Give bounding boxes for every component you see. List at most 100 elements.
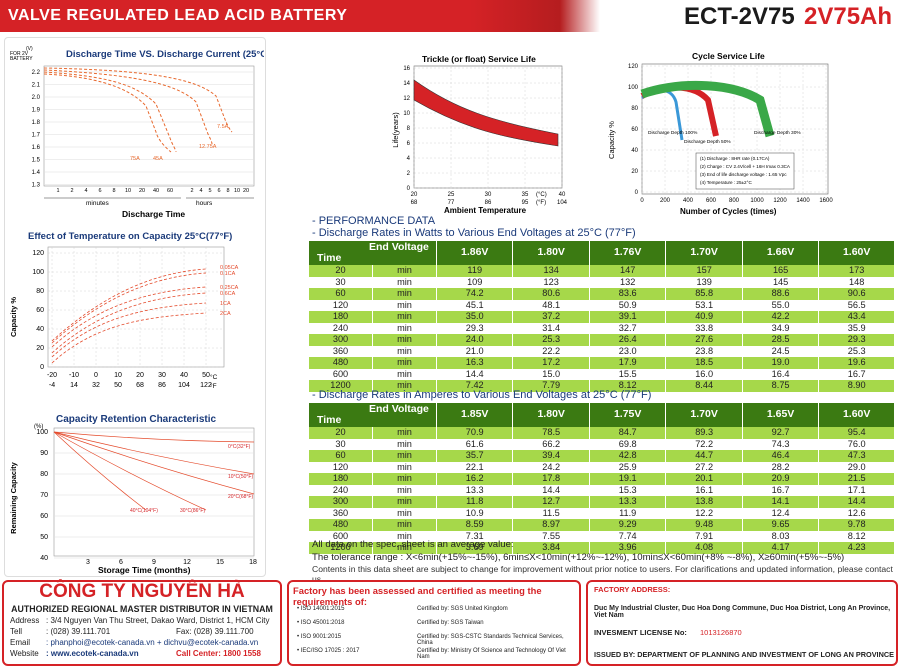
value-cell: 31.4: [512, 322, 590, 334]
x-tick-c: 25: [448, 192, 455, 198]
cycle-note-1: (1) Discharge : 8HR rate (0.17CA): [700, 156, 770, 161]
x-tick-c: 20: [136, 372, 144, 379]
hours-label: hours: [196, 200, 213, 207]
x-tick-min: 40: [153, 188, 159, 194]
y-tick: 120: [628, 64, 639, 70]
note-average: All data on the spec. sheet is an averag…: [312, 539, 514, 550]
cycle-label-100: Discharge Depth 100%: [648, 130, 698, 136]
table-col-header: 1.76V: [588, 241, 666, 265]
value-cell: 14.4: [512, 484, 590, 496]
value-cell: 29.3: [435, 322, 513, 334]
x-tick: 1200: [773, 198, 787, 204]
value-cell: 3.84: [512, 542, 590, 554]
website-link[interactable]: : www.ecotek-canada.vn: [46, 649, 139, 658]
y-tick: 1.4: [32, 170, 41, 176]
value-cell: 56.5: [818, 299, 894, 311]
value-cell: 7.91: [665, 530, 743, 542]
x-tick-hr: 20: [243, 188, 249, 194]
value-cell: 12.7: [512, 496, 590, 508]
temp-curve: [51, 302, 207, 358]
value-cell: 3.69: [435, 542, 513, 554]
value-cell: 17.2: [512, 357, 590, 369]
table-row: 60 min 35.7 39.4 42.8 44.7 46.4 47.3: [308, 450, 894, 462]
watts-table: End Voltage Time 1.86V 1.80V 1.76V 1.70V 1.66V…: [308, 241, 894, 392]
time-cell: 180: [308, 311, 373, 323]
table-row: 120 min 45.1 48.1 50.9 53.1 55.0 56.5: [308, 299, 894, 311]
time-cell: 1200: [308, 542, 373, 554]
x-tick: 400: [683, 198, 694, 204]
retention-curve-label: 10°C(50°F): [228, 474, 253, 480]
x-tick: 1400: [796, 198, 810, 204]
time-cell: 480: [308, 357, 373, 369]
trickle-life-band: [413, 79, 559, 147]
unit-cell: min: [372, 461, 437, 473]
cycle-title: Cycle Service Life: [692, 51, 765, 61]
y-tick: 0: [40, 364, 44, 371]
value-cell: 16.1: [665, 484, 743, 496]
value-cell: 9.78: [818, 519, 894, 531]
time-cell: 30: [308, 276, 373, 288]
left-charts-frame: [4, 37, 266, 577]
value-cell: 29.3: [818, 334, 894, 346]
minutes-label: minutes: [86, 200, 110, 207]
value-cell: 25.3: [512, 334, 590, 346]
value-cell: 50.9: [588, 299, 666, 311]
value-cell: 13.3: [588, 496, 666, 508]
value-cell: 69.8: [588, 438, 666, 450]
unit-f: °F: [210, 382, 217, 390]
value-cell: 8.75: [741, 380, 819, 392]
x-tick-min: 4: [84, 188, 87, 194]
retention-curve-label: 0°C(32°F): [228, 444, 251, 450]
time-cell: 600: [308, 530, 373, 542]
value-cell: 76.0: [818, 438, 894, 450]
table-row: 600 min 14.4 15.0 15.5 16.0 16.4 16.7: [308, 368, 894, 380]
x-tick: 18: [249, 559, 257, 566]
x-tick-f: 14: [70, 382, 78, 389]
value-cell: 17.9: [588, 357, 666, 369]
amps-table: End Voltage Time 1.85V 1.80V 1.75V 1.70V 1.65V…: [308, 403, 894, 554]
unit-cell: min: [372, 507, 437, 519]
perf-heading: - PERFORMANCE DATA: [312, 215, 436, 227]
time-cell: 20: [308, 427, 373, 439]
tel-label: Tell: [10, 627, 23, 636]
unit-cell: min: [372, 380, 437, 392]
y-unit-2: FOR 2V: [10, 51, 29, 57]
unit-cell: min: [372, 427, 437, 439]
model-name: ECT-2V75: [684, 3, 795, 30]
table-row: 180 min 16.2 17.8 19.1 20.1 20.9 21.5: [308, 473, 894, 485]
temp-curve: [51, 268, 207, 342]
y-tick: 40: [631, 148, 638, 154]
certs-box: Factory has been assessed and certified …: [287, 580, 581, 666]
unit-cell: min: [372, 357, 437, 369]
value-cell: 95.4: [818, 427, 894, 439]
table-row: 1200 min 7.42 7.79 8.12 8.44 8.75 8.90: [308, 380, 894, 392]
unit-cell: min: [372, 530, 437, 542]
value-cell: 28.2: [741, 461, 819, 473]
unit-cell: min: [372, 450, 437, 462]
y-tick: 1.6: [32, 145, 41, 151]
table-col-header: 1.70V: [665, 403, 743, 427]
table-row: 180 min 35.0 37.2 39.1 40.9 42.2 43.4: [308, 311, 894, 323]
discharge-curve-chart: Discharge Time VS. Discharge Current (25…: [10, 46, 264, 219]
value-cell: 16.2: [435, 473, 513, 485]
value-cell: 39.4: [512, 450, 590, 462]
x-tick-c: 10: [114, 372, 122, 379]
cert-standard: • IEC/ISO 17025 : 2017: [297, 648, 360, 654]
x-tick: 15: [216, 559, 224, 566]
x-tick: 800: [729, 198, 740, 204]
value-cell: 85.8: [665, 288, 743, 300]
y-tick: 8: [407, 126, 411, 132]
value-cell: 8.59: [435, 519, 513, 531]
y-tick: 100: [628, 85, 639, 91]
email-link[interactable]: : phanphoi@ecotek-canada.vn + dichvu@eco…: [46, 638, 259, 647]
capacity-rating: 2V75Ah: [804, 3, 893, 30]
value-cell: 12.6: [818, 507, 894, 519]
value-cell: 11.8: [435, 496, 513, 508]
value-cell: 139: [665, 276, 743, 288]
value-cell: 43.4: [818, 311, 894, 323]
value-cell: 16.7: [818, 368, 894, 380]
value-cell: 80.6: [512, 288, 590, 300]
y-tick: 2: [407, 171, 411, 177]
temp-curve: [51, 312, 207, 364]
temp-curve-label: 0.6CA: [220, 291, 236, 297]
